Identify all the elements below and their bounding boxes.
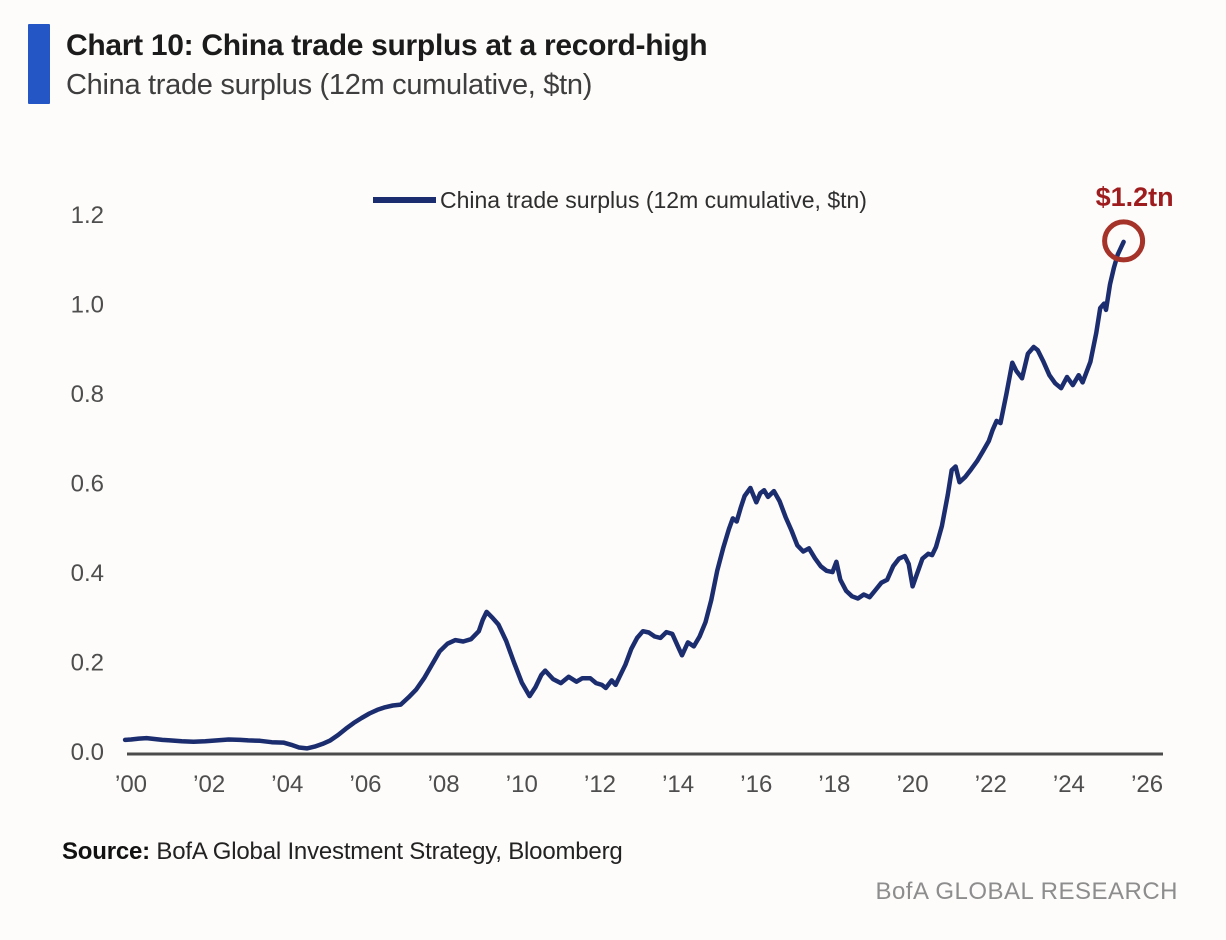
x-tick-label-2004: ’04: [271, 771, 303, 798]
x-tick-label-2026: ’26: [1131, 771, 1163, 798]
source-text: BofA Global Investment Strategy, Bloombe…: [149, 838, 623, 865]
record-high-circle-marker: [1102, 219, 1146, 263]
y-tick-label-0.2: 0.2: [71, 650, 104, 677]
y-tick-label-0.4: 0.4: [71, 560, 104, 587]
x-tick-label-2000: ’00: [115, 771, 147, 798]
source-label: Source:: [62, 838, 150, 865]
x-tick-label-2002: ’02: [193, 771, 225, 798]
x-tick-label-2016: ’16: [740, 771, 772, 798]
x-tick-label-2020: ’20: [897, 771, 929, 798]
x-tick-label-2012: ’12: [584, 771, 616, 798]
title-accent-bar: [28, 24, 50, 104]
legend-label: China trade surplus (12m cumulative, $tn…: [440, 187, 867, 213]
bofa-global-research-branding: BofA GLOBAL RESEARCH: [875, 878, 1178, 905]
x-tick-label-2008: ’08: [428, 771, 460, 798]
chart-legend: China trade surplus (12m cumulative, $tn…: [373, 187, 867, 213]
china-trade-surplus-line: [122, 239, 1126, 751]
y-tick-label-0.8: 0.8: [71, 381, 104, 408]
chart-title: Chart 10: China trade surplus at a recor…: [66, 29, 708, 62]
y-tick-label-0.0: 0.0: [71, 739, 104, 766]
y-axis-tick-labels: 0.0 0.2 0.4 0.6 0.8 1.0 1.2: [71, 202, 104, 766]
x-tick-label-2022: ’22: [975, 771, 1007, 798]
chart-subtitle: China trade surplus (12m cumulative, $tn…: [66, 69, 593, 101]
x-axis-tick-labels: ’00 ’02 ’04 ’06 ’08 ’10 ’12 ’14 ’16 ’18 ’20 ’22 ’24 ’…: [115, 771, 1163, 798]
x-tick-label-2010: ’10: [506, 771, 538, 798]
y-tick-label-1.0: 1.0: [71, 292, 104, 319]
y-tick-label-0.6: 0.6: [71, 471, 104, 498]
y-tick-label-1.2: 1.2: [71, 202, 104, 229]
chart-header: Chart 10: China trade surplus at a recor…: [28, 24, 708, 104]
record-high-value-label: $1.2tn: [1096, 182, 1174, 212]
x-tick-label-2006: ’06: [349, 771, 381, 798]
x-tick-label-2018: ’18: [818, 771, 850, 798]
record-high-annotation-group: $1.2tn: [1096, 182, 1174, 263]
source-line: Source: BofA Global Investment Strategy,…: [62, 838, 623, 866]
x-tick-label-2014: ’14: [662, 771, 694, 798]
x-tick-label-2024: ’24: [1053, 771, 1085, 798]
